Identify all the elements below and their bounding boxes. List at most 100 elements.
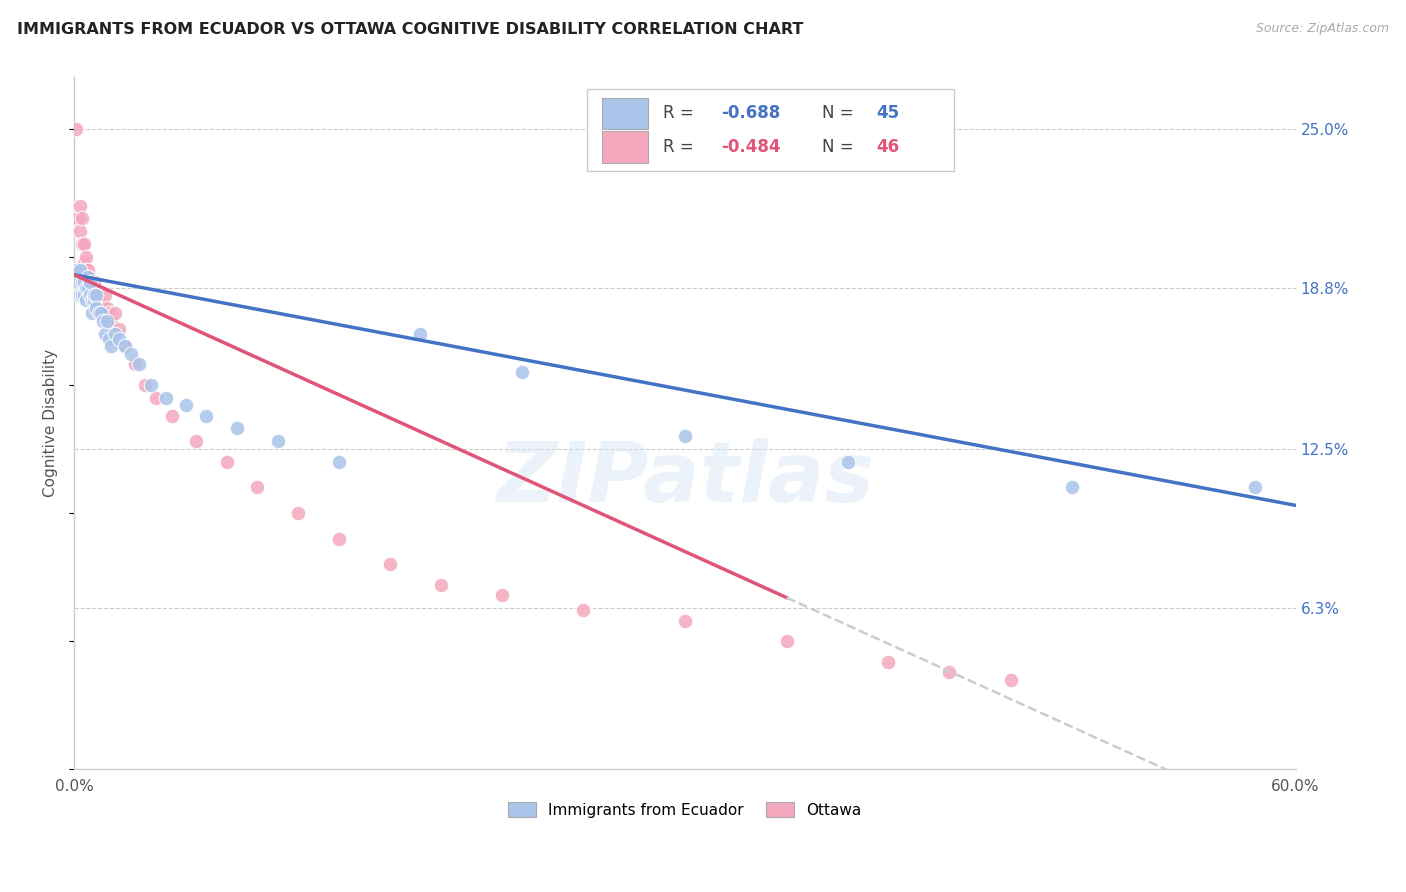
Point (215, 455, 238, 469)
Text: IMMIGRANTS FROM ECUADOR VS OTTAWA COGNITIVE DISABILITY CORRELATION CHART: IMMIGRANTS FROM ECUADOR VS OTTAWA COGNIT… (17, 22, 803, 37)
Point (160, 409, 183, 423)
Point (77, 270, 100, 285)
Point (77, 270, 100, 285)
Point (83, 288, 105, 302)
Point (82, 293, 104, 308)
Point (79, 276, 101, 290)
Legend: Immigrants from Ecuador, Ottawa: Immigrants from Ecuador, Ottawa (502, 796, 868, 824)
Point (70, 276, 93, 290)
Text: ZIPatlas: ZIPatlas (496, 438, 873, 519)
Point (226, 421, 249, 435)
Point (79, 280, 101, 294)
Point (328, 455, 350, 469)
Point (93, 326, 115, 341)
Point (1000, 673, 1022, 687)
Point (96, 314, 118, 328)
Point (70, 237, 93, 252)
Point (83, 293, 105, 308)
Point (91, 306, 114, 320)
Point (108, 321, 131, 335)
Point (70, 288, 93, 302)
Point (79, 276, 101, 290)
Text: Source: ZipAtlas.com: Source: ZipAtlas.com (1256, 22, 1389, 36)
Point (572, 603, 595, 617)
Point (491, 588, 513, 602)
Text: N =: N = (821, 138, 859, 156)
Point (65, 262, 87, 277)
Point (246, 480, 269, 494)
Point (77, 262, 100, 277)
Text: -0.688: -0.688 (721, 104, 780, 122)
Point (69, 262, 91, 277)
Point (82, 288, 104, 302)
Point (65, 121, 87, 136)
Point (145, 391, 167, 405)
Point (104, 326, 127, 341)
Point (77, 280, 100, 294)
Point (120, 347, 142, 361)
Point (86, 301, 108, 315)
Point (79, 288, 101, 302)
Point (195, 409, 218, 423)
Point (91, 314, 114, 328)
Text: R =: R = (662, 104, 699, 122)
Point (141, 378, 163, 392)
Point (75, 250, 97, 264)
Point (673, 429, 696, 443)
Point (429, 578, 451, 592)
Text: N =: N = (821, 104, 859, 122)
Point (938, 665, 960, 679)
Point (96, 301, 118, 315)
Point (510, 365, 533, 379)
Text: 46: 46 (876, 138, 900, 156)
FancyBboxPatch shape (588, 89, 953, 171)
Point (287, 506, 309, 520)
Point (114, 339, 136, 353)
Point (108, 332, 131, 346)
Point (1060, 480, 1083, 494)
Point (73, 237, 96, 252)
Point (90, 306, 112, 320)
Text: R =: R = (662, 138, 699, 156)
Point (73, 255, 96, 269)
Point (93, 288, 115, 302)
Point (67, 276, 90, 290)
Point (266, 434, 288, 449)
Bar (602, 131, 648, 162)
Point (69, 198, 91, 212)
Text: 45: 45 (876, 104, 900, 122)
Point (124, 358, 146, 372)
Point (1244, 480, 1267, 494)
Point (174, 399, 197, 413)
Point (82, 306, 104, 320)
Point (97, 332, 120, 346)
Point (73, 288, 96, 302)
Point (186, 434, 208, 449)
Point (100, 314, 122, 328)
Point (114, 339, 136, 353)
Point (134, 378, 156, 392)
Point (837, 455, 859, 469)
Point (75, 293, 97, 308)
Point (73, 276, 96, 290)
Point (378, 558, 401, 572)
Point (87, 293, 110, 308)
Point (69, 288, 91, 302)
Point (87, 306, 110, 320)
Text: -0.484: -0.484 (721, 138, 780, 156)
Point (97, 306, 120, 320)
Point (877, 655, 900, 669)
Y-axis label: Cognitive Disability: Cognitive Disability (44, 350, 58, 498)
Point (155, 391, 177, 405)
Point (104, 306, 127, 320)
Point (86, 288, 108, 302)
Point (90, 296, 112, 310)
Point (70, 211, 93, 226)
Point (128, 358, 150, 372)
Point (75, 262, 97, 277)
Point (69, 224, 91, 238)
Point (775, 634, 797, 648)
Point (75, 280, 97, 294)
Point (67, 211, 90, 226)
Point (83, 276, 105, 290)
